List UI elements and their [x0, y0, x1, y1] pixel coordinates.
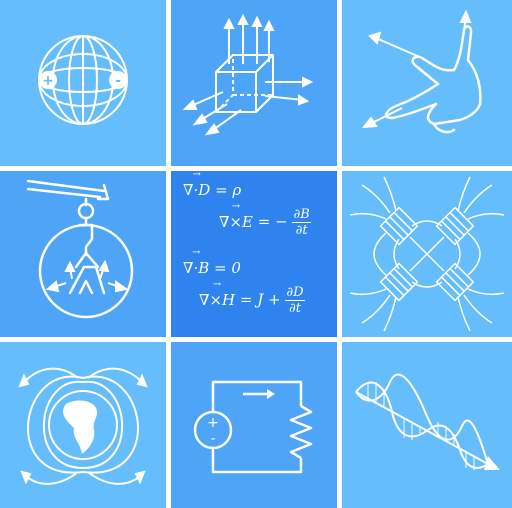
- ampere-law-equation: ∇×H = J + ∂D ∂t: [199, 279, 305, 316]
- eq4-op: =: [239, 290, 253, 309]
- quadrupole-magnets-icon: [349, 176, 505, 332]
- eq2-numerator: ∂B: [292, 207, 311, 223]
- faraday-law-equation: ∇×E = − ∂B ∂t: [219, 201, 311, 238]
- source-minus-label: -: [210, 431, 215, 447]
- eq4-lhs: ∇×H: [199, 279, 235, 309]
- eq2-lhs: ∇×E: [219, 201, 253, 231]
- eq2-denominator: ∂t: [295, 223, 308, 238]
- maxwell-equations-tile: ∇·D = ρ ∇×E = − ∂B ∂t ∇·B = 0 ∇×H = J + …: [171, 171, 337, 337]
- minus-charge-label: -: [115, 73, 121, 89]
- eq1-rhs: ρ: [232, 181, 242, 199]
- eq2-op: = −: [257, 212, 288, 231]
- right-hand-rule-tile: [342, 0, 512, 166]
- eq4-numerator: ∂D: [285, 285, 305, 301]
- gauss-law-equation: ∇·D = ρ: [183, 171, 242, 199]
- em-wave-icon: [355, 373, 500, 470]
- eq1-op: =: [215, 181, 228, 199]
- eq1-lhs: ∇·D: [183, 171, 211, 199]
- right-hand-rule-icon: [361, 9, 482, 134]
- dipole-sphere-tile: + -: [0, 0, 166, 166]
- dipole-sphere-icon: + -: [38, 35, 128, 125]
- gauss-magnetism-equation: ∇·B = 0: [183, 247, 241, 277]
- eq2-fraction: ∂B ∂t: [292, 207, 311, 238]
- quadrupole-magnets-tile: [342, 171, 512, 337]
- plus-charge-label: +: [42, 73, 54, 89]
- circuit-icon: + -: [193, 380, 313, 474]
- source-plus-label: +: [207, 415, 219, 431]
- flux-cube-tile: [171, 0, 337, 166]
- pendulum-magnet-tile: [0, 171, 166, 337]
- eq3-lhs: ∇·B: [183, 247, 210, 277]
- earth-magnetic-field-icon: [18, 367, 148, 485]
- pendulum-magnet-icon: [26, 179, 134, 319]
- eq3-rhs: 0: [231, 259, 241, 277]
- eq4-mid: J +: [257, 290, 281, 309]
- eq4-fraction: ∂D ∂t: [285, 285, 305, 316]
- circuit-tile: + -: [171, 342, 337, 508]
- earth-magnetic-field-tile: [0, 342, 166, 508]
- eq4-denominator: ∂t: [289, 301, 301, 316]
- em-wave-tile: [342, 342, 512, 508]
- flux-cube-icon: [182, 13, 314, 136]
- eq3-op: =: [214, 259, 227, 277]
